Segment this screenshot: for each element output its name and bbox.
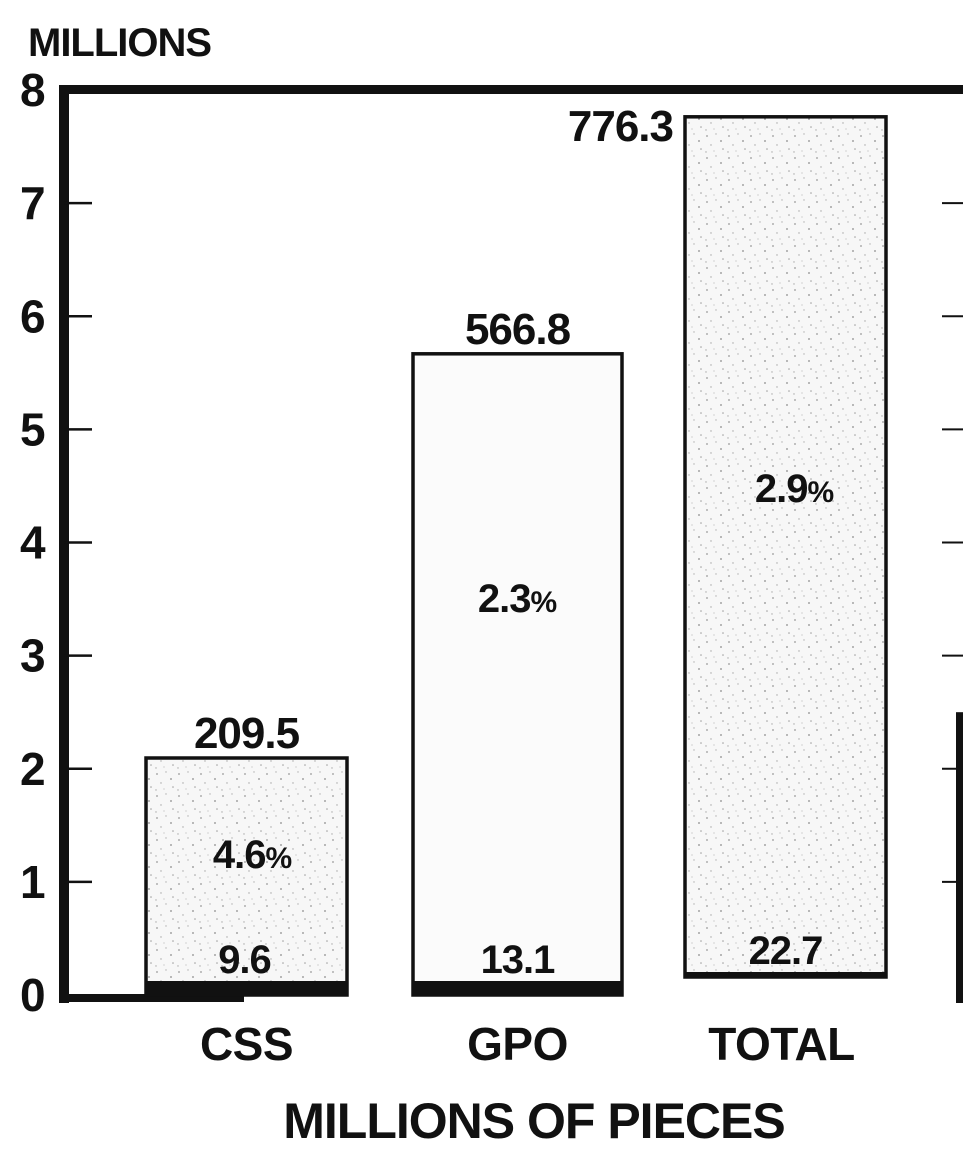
y-tick-label: 8: [20, 64, 46, 116]
y-tick-label: 1: [20, 856, 46, 908]
bars: 209.5 9.6 4.6% CSS 566.8 13.1 2.3% GPO 776.3 22.7…: [144, 102, 888, 1070]
category-label: GPO: [467, 1018, 568, 1070]
y-tick-label: 2: [20, 743, 46, 795]
bar-inner-css: [146, 981, 347, 995]
right-edge-line: [956, 712, 963, 1003]
y-tick-label: 4: [20, 517, 46, 569]
percent-label: 2.9%: [755, 467, 834, 511]
data-label-inner: 22.7: [749, 929, 823, 973]
bar-total-total: [683, 115, 888, 979]
percent-label: 4.6%: [213, 833, 292, 877]
data-label-inner: 9.6: [218, 938, 271, 982]
bar-total-gpo: [411, 352, 624, 997]
y-tick-label: 6: [20, 290, 46, 342]
percent-label: 2.3%: [478, 577, 557, 621]
data-label-total: 776.3: [568, 102, 673, 151]
bar-inner-gpo: [413, 981, 622, 995]
y-tick-label: 3: [20, 630, 46, 682]
data-label-total: 209.5: [194, 709, 300, 758]
bar-total-css: [144, 756, 349, 997]
top-border-line: [59, 85, 963, 94]
y-tick-label: 0: [20, 969, 46, 1021]
baseline: [59, 994, 244, 1002]
bar-inner-total: [685, 972, 886, 977]
x-axis-title: MILLIONS OF PIECES: [283, 1093, 784, 1149]
y-tick-label: 7: [20, 177, 46, 229]
y-tick-label: 5: [20, 403, 46, 455]
y-axis-line: [59, 90, 69, 1003]
category-label: CSS: [200, 1018, 293, 1070]
y-axis: 0 1 2 3 4 5 6 7 8: [20, 64, 963, 1021]
data-label-inner: 13.1: [481, 938, 556, 982]
data-label-total: 566.8: [465, 305, 571, 354]
category-label: TOTAL: [708, 1018, 855, 1070]
unit-label: MILLIONS: [28, 21, 211, 65]
